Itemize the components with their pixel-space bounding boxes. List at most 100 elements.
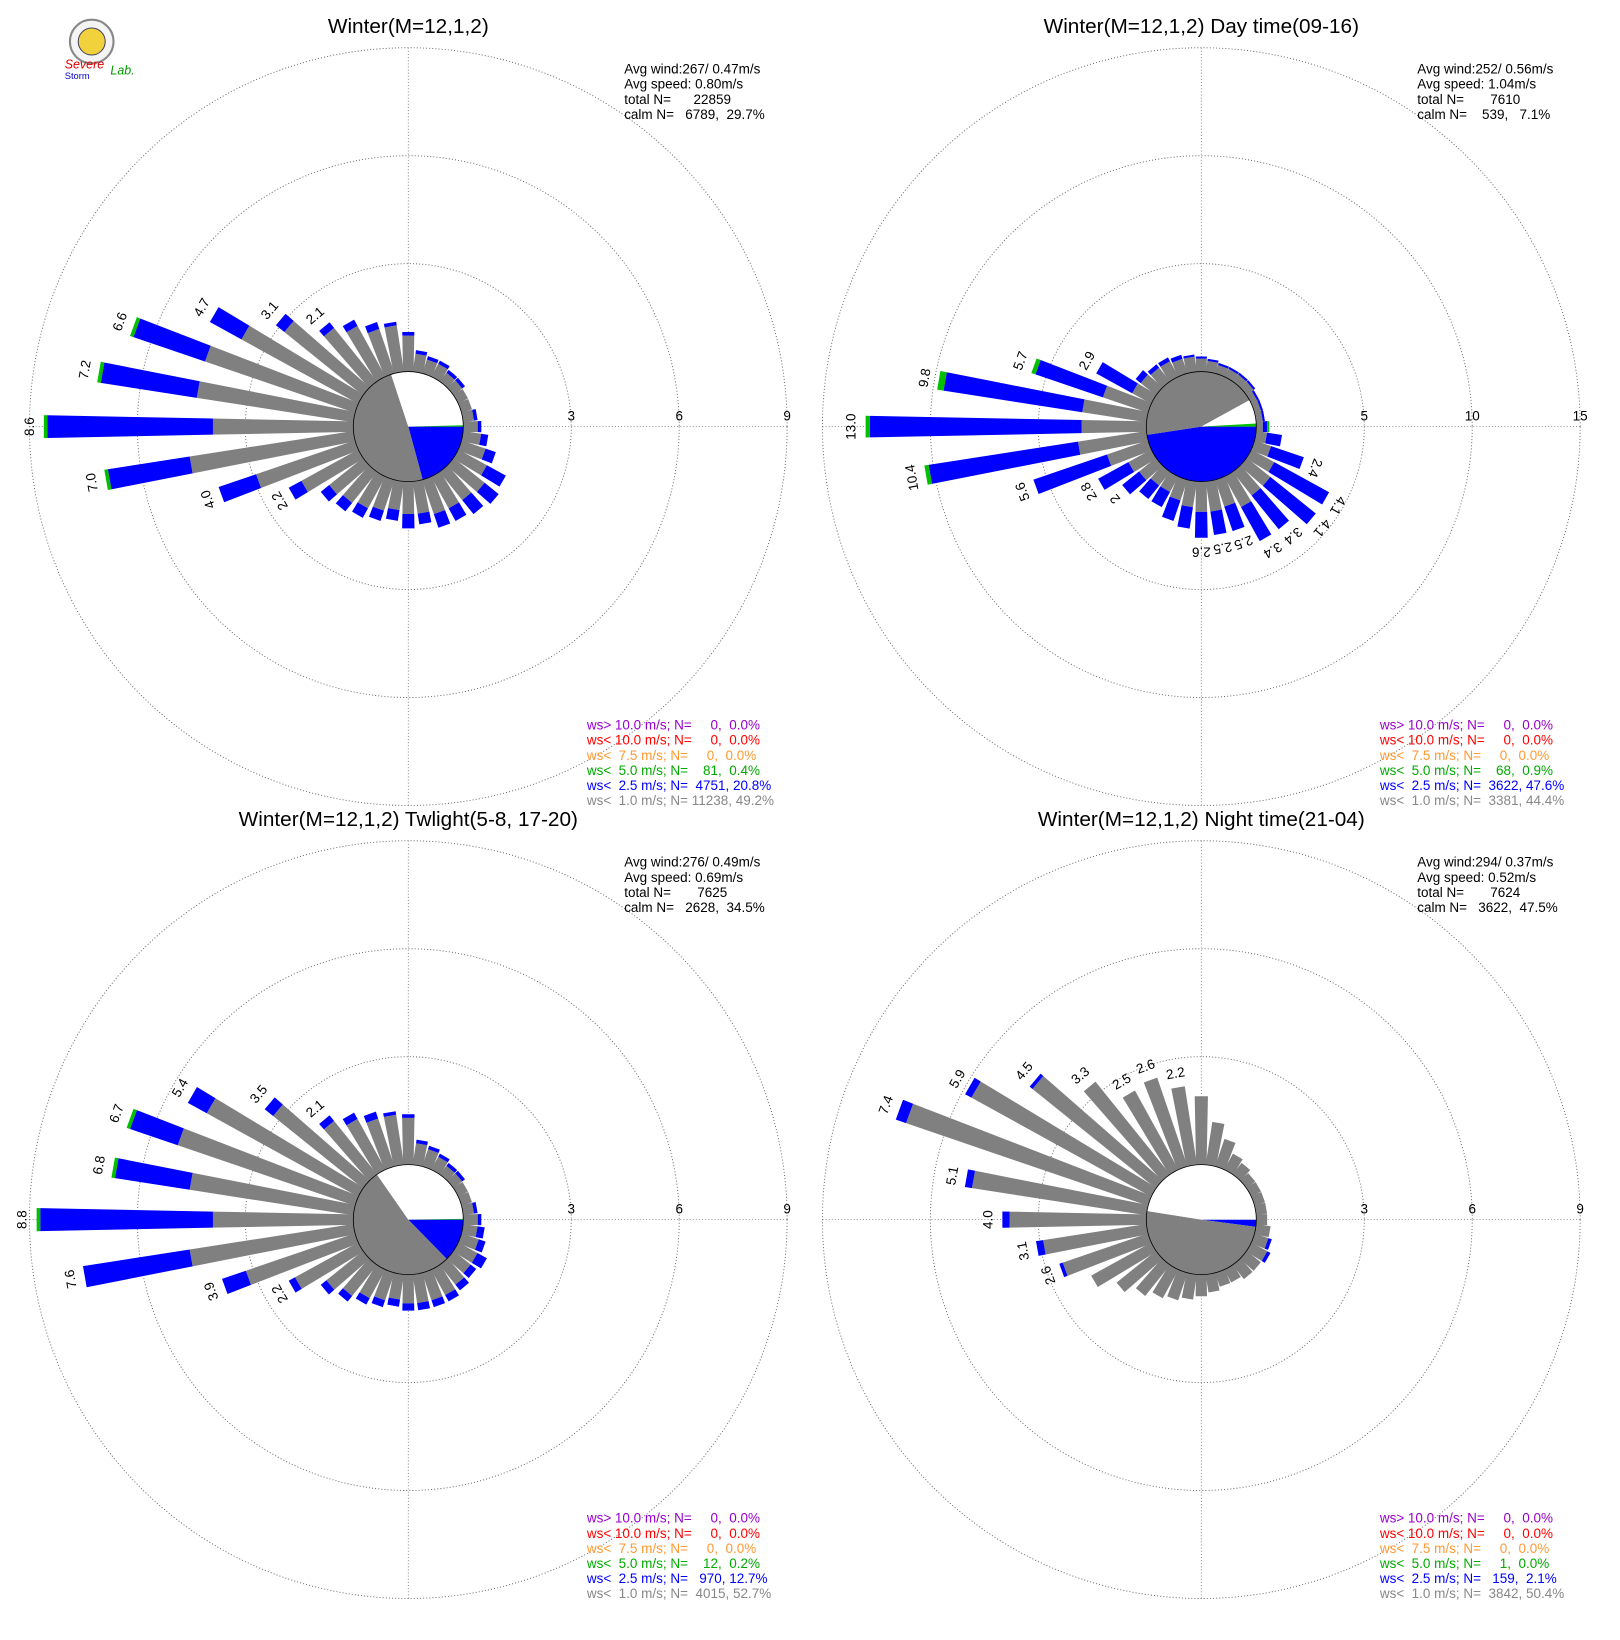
logo-text: Storm [65,71,90,81]
legend-entry: ws< 1.0 m/s; N= 3381, 44.4% [1379,793,1564,808]
wind-bar-segment [402,332,415,336]
bar-label: 5.1 [943,1165,961,1186]
wind-bar-segment [1181,1272,1197,1300]
wind-bar-segment [474,1239,486,1253]
wind-bar-segment [1240,1250,1261,1271]
wind-bar-segment [412,1143,428,1167]
wind-bar-segment [47,415,213,438]
wind-bar-segment [1035,360,1108,398]
wind-bar-segment [264,1097,283,1117]
center-pie-sector [376,1164,464,1220]
bar-label: 2.6 [1192,545,1211,560]
wind-bar-segment [209,307,250,340]
wind-bar-segment [1254,1202,1268,1216]
wind-bar-segment [1232,1162,1251,1181]
wind-bar-segment [111,1157,119,1179]
wind-bar-segment [438,1153,450,1163]
wind-bar-segment [1246,1181,1262,1197]
wind-bar-segment [335,495,353,512]
wind-bar-segment [1122,1090,1179,1175]
wind-bar-segment [212,1211,354,1228]
legend-entry: ws< 2.5 m/s; N= 970, 12.7% [586,1571,768,1586]
wind-bar-segment [368,506,384,521]
wind-bar-segment [1135,1258,1170,1296]
wind-bar-segment [971,1081,1157,1197]
wind-bar-segment [323,327,377,388]
stats-line: Avg wind:294/ 0.37m/s [1417,855,1553,870]
wind-bar-segment [1183,354,1195,359]
r-tick-label: 3 [568,408,576,423]
wind-bar-segment [1077,430,1149,455]
bar-label: 2 [1107,491,1123,506]
wind-bar-segment [1257,399,1263,411]
center-outline [352,371,464,483]
wind-bar-segment [422,476,446,515]
wind-bar-segment [415,350,428,356]
wind-bar-segment [326,1250,370,1290]
wind-bar-segment [471,1253,487,1269]
wind-bar-segment [1254,430,1268,444]
wind-bar-segment [346,325,386,382]
bar-label: 6.7 [106,1102,127,1125]
grid-ring [28,840,788,1599]
wind-bar-segment [1122,471,1147,495]
bar-label: 3.1 [258,298,282,322]
wind-bar-segment [189,1224,356,1267]
wind-bar-segment [453,1242,478,1263]
wind-bar-segment [1256,421,1263,432]
wind-bar-segment [1246,449,1275,473]
center-outline [352,1164,464,1276]
legend-entry: ws< 7.5 m/s; N= 0, 0.0% [1379,748,1549,763]
legend-entry: ws< 5.0 m/s; N= 81, 0.4% [586,763,760,778]
wind-bar-segment [453,1181,469,1197]
chart-title: Winter(M=12,1,2) Twlight(5-8, 17-20) [239,808,578,831]
wind-bar-segment [342,1112,358,1126]
stats-line: Avg wind:267/ 0.47m/s [624,62,760,77]
wind-bar-segment [1205,479,1222,512]
wind-bar-segment [1268,462,1330,505]
bar-label: 2.4 [1305,457,1326,480]
wind-bar-segment [288,1277,302,1293]
bar-label: 7.0 [83,472,101,493]
wind-bar-segment [1205,1121,1225,1167]
bar-label: 2.2 [1165,1064,1186,1082]
chart-title: Winter(M=12,1,2) [328,15,489,38]
wind-bar-segment [971,1170,1149,1216]
center-pie-sector [1146,371,1250,435]
wind-bar-segment [367,328,395,377]
wind-bar-segment [869,415,1082,438]
wind-bar-segment [1256,1214,1268,1226]
wind-bar-segment [1116,1250,1163,1293]
wind-bar-segment [447,1250,471,1274]
logo-text: Severe [65,58,104,72]
wind-bar-segment [383,1114,404,1167]
wind-bar-segment [1262,476,1316,525]
wind-bar-segment [1181,479,1197,508]
wind-bar-segment [177,1128,359,1206]
wind-bar-segment [319,322,335,337]
wind-bar-segment [1172,358,1188,377]
wind-bar-segment [301,449,364,493]
wind-bar-segment [1143,1077,1188,1170]
wind-bar-segment [204,345,359,413]
center-pie-sector [1146,426,1257,482]
wind-bar-segment [455,377,466,389]
wind-bar-segment [402,1117,415,1165]
wind-bar-segment [455,1277,470,1291]
wind-bar-segment [1224,1153,1243,1175]
wind-bar-segment [1205,1272,1220,1293]
wind-bar-segment [1083,1081,1170,1181]
wind-bar-segment [374,1269,395,1301]
stats-line: Avg speed: 1.04m/s [1417,77,1536,92]
r-tick-label: 5 [1361,408,1369,423]
r-tick-label: 6 [1468,1201,1475,1216]
wind-bar-segment [383,321,397,328]
wind-bar-segment [1224,502,1245,532]
wind-bar-segment [1169,476,1188,501]
bar-label: 7.2 [76,359,94,380]
windrose-chart: Winter(M=12,1,2) 3 6 9 2.2 4.0 7.0 8.6 7.2 6.6 4.7… [22,15,791,808]
wind-bar-segment [1254,1224,1271,1238]
wind-bar-segment [1246,391,1258,404]
stats-line: Avg wind:252/ 0.56m/s [1417,62,1553,77]
